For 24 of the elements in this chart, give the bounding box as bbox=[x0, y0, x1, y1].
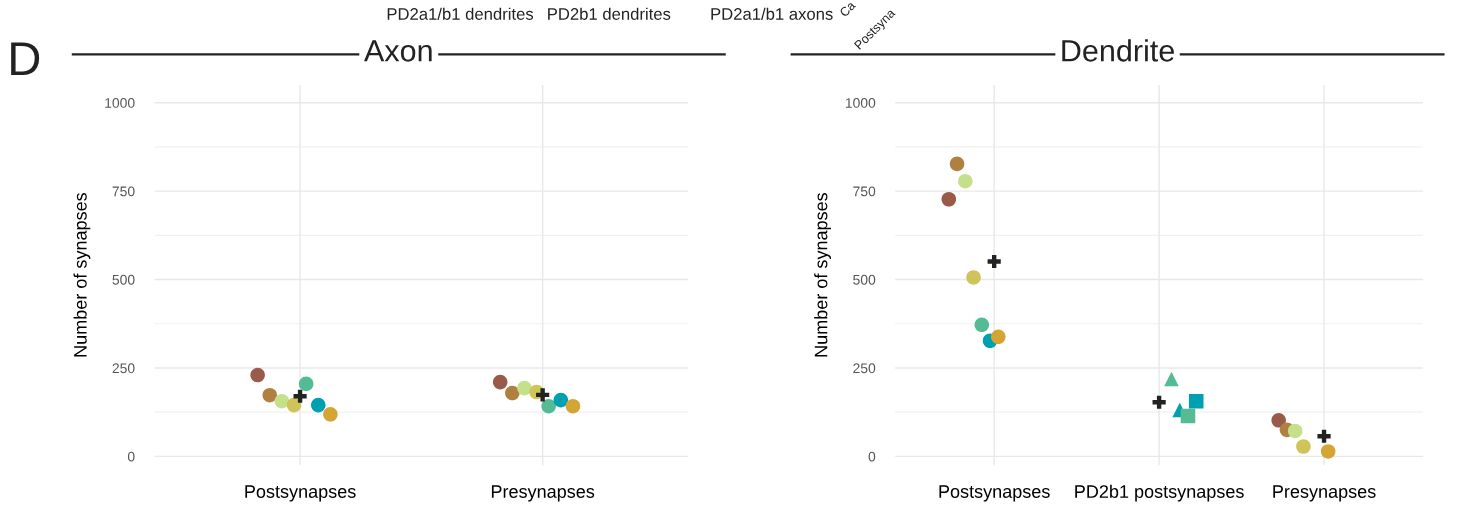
y-tick-label: 250 bbox=[112, 363, 135, 374]
x-tick-label: Postsynapses bbox=[939, 485, 1050, 502]
y-tick-label: 0 bbox=[868, 451, 876, 462]
x-tick-label: PD2b1 postsynapses bbox=[1075, 484, 1244, 502]
chart-title: Axon bbox=[364, 40, 432, 62]
x-tick-label: Postsynapses bbox=[245, 485, 356, 502]
x-tick-label: Presynapses bbox=[491, 485, 595, 502]
y-tick-label: 1000 bbox=[105, 98, 135, 108]
y-tick-label: 250 bbox=[853, 363, 876, 374]
y-tick-label: 0 bbox=[127, 451, 135, 462]
text: PD2b1 dendrites bbox=[548, 7, 671, 20]
y-tick-label: 500 bbox=[853, 274, 876, 285]
chart-title: Dendrite bbox=[1062, 39, 1174, 62]
text: Ca bbox=[839, 0, 857, 18]
y-axis-title: Number of synapses bbox=[814, 192, 831, 357]
y-axis-title: Number of synapses bbox=[73, 192, 91, 357]
text: PD2a1/b1 axons bbox=[711, 7, 833, 20]
y-tick-label: 1000 bbox=[845, 98, 876, 108]
x-tick-label: Presynapses bbox=[1273, 485, 1376, 502]
text: D bbox=[11, 42, 40, 75]
y-tick-label: 750 bbox=[112, 186, 135, 197]
y-tick-label: 750 bbox=[853, 186, 876, 197]
text: PD2a1/b1 dendrites bbox=[387, 7, 534, 20]
y-tick-label: 500 bbox=[112, 274, 135, 285]
